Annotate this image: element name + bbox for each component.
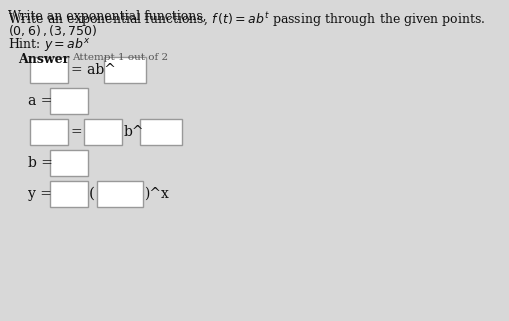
Text: y =: y =: [28, 187, 52, 201]
FancyBboxPatch shape: [50, 150, 88, 176]
Text: b^: b^: [124, 125, 144, 139]
FancyBboxPatch shape: [140, 119, 182, 145]
Text: $(0, 6)\, , (3, 750)$: $(0, 6)\, , (3, 750)$: [8, 23, 97, 38]
Text: Hint: $y = ab^x$: Hint: $y = ab^x$: [8, 36, 91, 53]
FancyBboxPatch shape: [84, 119, 122, 145]
FancyBboxPatch shape: [50, 88, 88, 114]
FancyBboxPatch shape: [50, 181, 88, 207]
Text: Write an exponential functions, $f\,(t) = ab^t$ passing through the given points: Write an exponential functions, $f\,(t) …: [8, 10, 485, 29]
Text: = ab^: = ab^: [71, 63, 116, 77]
Text: Answer: Answer: [18, 53, 69, 66]
Text: Attempt 1 out of 2: Attempt 1 out of 2: [72, 53, 168, 62]
Text: Write an exponential functions,: Write an exponential functions,: [8, 10, 210, 23]
Text: (: (: [89, 187, 95, 201]
Text: a =: a =: [28, 94, 52, 108]
Text: b =: b =: [28, 156, 53, 170]
FancyBboxPatch shape: [104, 57, 146, 83]
FancyBboxPatch shape: [30, 57, 68, 83]
FancyBboxPatch shape: [30, 119, 68, 145]
Text: )^x: )^x: [144, 187, 168, 201]
Text: =: =: [71, 125, 82, 139]
FancyBboxPatch shape: [97, 181, 143, 207]
